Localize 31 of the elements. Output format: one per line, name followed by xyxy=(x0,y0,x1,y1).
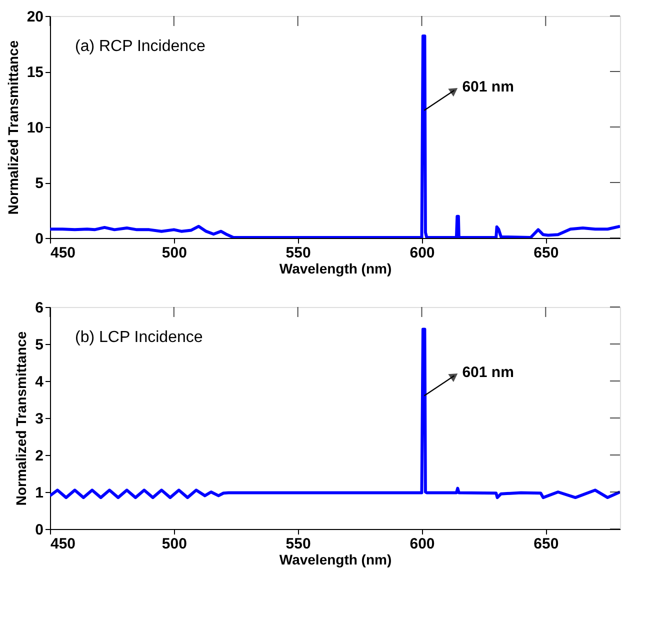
text: (b) LCP Incidence xyxy=(75,329,203,346)
y-tick-label: 3 xyxy=(35,410,44,428)
y-axis-title: Normalized Transmittance xyxy=(4,40,21,215)
x-tick-label: 450 xyxy=(50,244,76,262)
y-tick-label: 20 xyxy=(26,8,44,26)
y-tick-label: 2 xyxy=(35,448,44,464)
x-tick-label: 650 xyxy=(534,536,559,552)
annotation: 601 nm xyxy=(462,364,514,381)
x-axis-title: Wavelength (nm) xyxy=(279,552,392,568)
x-tick-label: 450 xyxy=(50,536,76,552)
y-tick-label: 1 xyxy=(35,484,44,502)
y-tick-label: 4 xyxy=(35,374,44,390)
x-tick-label: 650 xyxy=(534,244,559,262)
x-tick-label: 550 xyxy=(286,244,311,262)
y-tick-label: 10 xyxy=(26,120,44,136)
line-series xyxy=(50,328,620,500)
y-tick-label: 5 xyxy=(35,336,44,354)
y-tick-label: 0 xyxy=(35,230,44,248)
y-tick-label: 15 xyxy=(26,64,44,81)
x-axis-title: Wavelength (nm) xyxy=(279,260,392,276)
y-tick-label: 0 xyxy=(35,522,44,538)
x-tick-label: 500 xyxy=(162,536,187,552)
x-tick-label: 600 xyxy=(410,244,435,262)
text: (a) RCP Incidence xyxy=(75,38,206,55)
y-tick-label: 6 xyxy=(35,300,44,316)
annotation: 601 nm xyxy=(462,78,514,96)
x-tick-label: 600 xyxy=(410,536,435,552)
y-axis-title: Normalized Transmittance xyxy=(13,331,30,506)
y-tick-label: 5 xyxy=(35,175,44,192)
x-tick-label: 550 xyxy=(286,536,311,552)
x-tick-label: 500 xyxy=(162,244,187,262)
